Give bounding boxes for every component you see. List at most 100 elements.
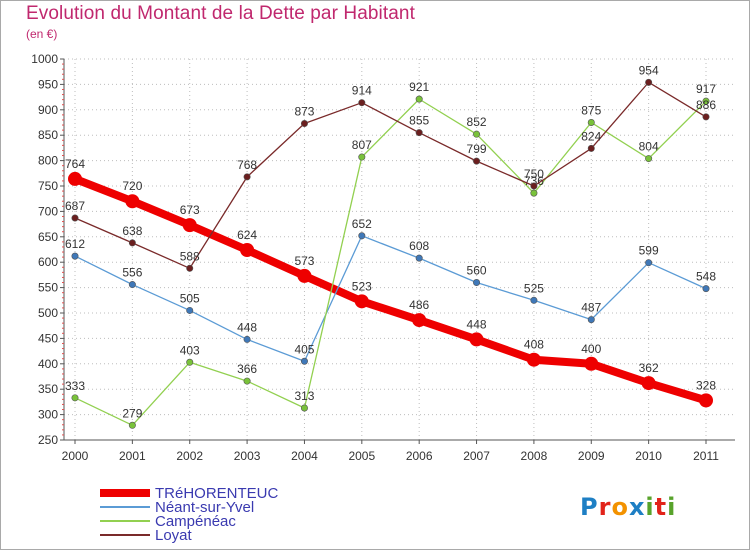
data-point: [358, 153, 366, 161]
data-label: 403: [180, 343, 200, 357]
x-tick-label: 2007: [463, 449, 490, 463]
y-tick-label: 600: [38, 255, 58, 269]
data-point: [526, 352, 541, 367]
logo-letter: r: [598, 493, 612, 521]
legend-label: Campénéac: [155, 513, 236, 530]
chart-subtitle: (en €): [26, 27, 58, 41]
data-label: 852: [467, 115, 487, 129]
data-label: 588: [180, 249, 200, 263]
data-point: [71, 214, 79, 222]
logo-letter: i: [645, 493, 655, 521]
data-label: 914: [352, 84, 372, 98]
series-line-loyat: [74, 81, 707, 269]
data-label: 400: [581, 342, 601, 356]
x-tick-label: 2000: [62, 449, 89, 463]
series-line-camp-n-ac: [74, 98, 707, 426]
data-label: 855: [409, 114, 429, 128]
data-point: [243, 173, 251, 181]
x-tick-label: 2006: [406, 449, 433, 463]
data-label: 448: [467, 317, 487, 331]
data-point: [530, 296, 538, 304]
data-point: [641, 376, 656, 391]
data-label: 886: [696, 98, 716, 112]
data-label: 366: [237, 362, 257, 376]
logo-letter: o: [611, 493, 629, 521]
data-label: 556: [122, 266, 142, 280]
series-line-n-ant-sur-yvel: [74, 235, 707, 362]
data-label: 768: [237, 158, 257, 172]
x-tick-label: 2009: [578, 449, 605, 463]
y-tick-label: 400: [38, 357, 58, 371]
data-point: [71, 252, 79, 260]
y-tick-label: 300: [38, 408, 58, 422]
y-tick-label: 350: [38, 382, 58, 396]
data-point: [702, 113, 710, 121]
data-point: [415, 254, 423, 262]
data-label: 405: [294, 342, 314, 356]
x-tick-label: 2011: [693, 449, 719, 463]
data-point: [584, 356, 599, 371]
data-point: [530, 182, 538, 190]
data-label: 523: [352, 279, 372, 293]
data-label: 560: [467, 264, 487, 278]
data-label: 673: [180, 203, 200, 217]
data-label: 612: [65, 237, 85, 251]
data-point: [186, 306, 194, 314]
y-tick-label: 900: [38, 103, 58, 117]
data-label: 328: [696, 378, 716, 392]
x-tick-label: 2001: [119, 449, 146, 463]
data-label: 313: [294, 389, 314, 403]
data-label: 824: [581, 129, 601, 143]
data-point: [128, 281, 136, 289]
y-tick-label: 650: [38, 230, 58, 244]
x-tick-label: 2004: [291, 449, 318, 463]
data-label: 608: [409, 239, 429, 253]
data-label: 687: [65, 199, 85, 213]
data-label: 736: [524, 174, 544, 188]
data-label: 599: [639, 244, 659, 258]
legend-label: Loyat: [155, 527, 193, 544]
data-label: 279: [122, 406, 142, 420]
logo-letter: x: [628, 493, 646, 521]
data-label: 505: [180, 291, 200, 305]
x-tick-label: 2010: [635, 449, 662, 463]
data-label: 573: [294, 254, 314, 268]
y-tick-label: 950: [38, 77, 58, 91]
y-tick-label: 450: [38, 331, 58, 345]
data-label: 362: [639, 361, 659, 375]
data-point: [358, 232, 366, 240]
data-point: [300, 357, 308, 365]
data-point: [128, 421, 136, 429]
data-point: [645, 155, 653, 163]
data-point: [587, 144, 595, 152]
y-tick-label: 250: [38, 433, 58, 447]
data-point: [415, 129, 423, 137]
data-point: [186, 264, 194, 272]
data-point: [125, 194, 140, 209]
data-point: [587, 316, 595, 324]
data-point: [186, 358, 194, 366]
data-label: 807: [352, 138, 372, 152]
data-point: [243, 335, 251, 343]
logo-letter: i: [667, 493, 677, 521]
data-point: [243, 377, 251, 385]
chart-title: Evolution du Montant de la Dette par Hab…: [26, 3, 415, 24]
data-label: 525: [524, 281, 544, 295]
data-point: [71, 394, 79, 402]
proxiti-logo: Proxiti: [580, 493, 676, 521]
data-point: [240, 243, 255, 258]
data-label: 486: [409, 298, 429, 312]
data-label: 921: [409, 80, 429, 94]
data-point: [182, 218, 197, 233]
data-label: 720: [122, 179, 142, 193]
data-label: 652: [352, 217, 372, 231]
data-point: [702, 97, 710, 105]
data-point: [473, 157, 481, 165]
data-label: 487: [581, 301, 601, 315]
data-point: [587, 119, 595, 127]
y-tick-label: 500: [38, 306, 58, 320]
data-point: [358, 99, 366, 107]
data-label: 875: [581, 104, 601, 118]
